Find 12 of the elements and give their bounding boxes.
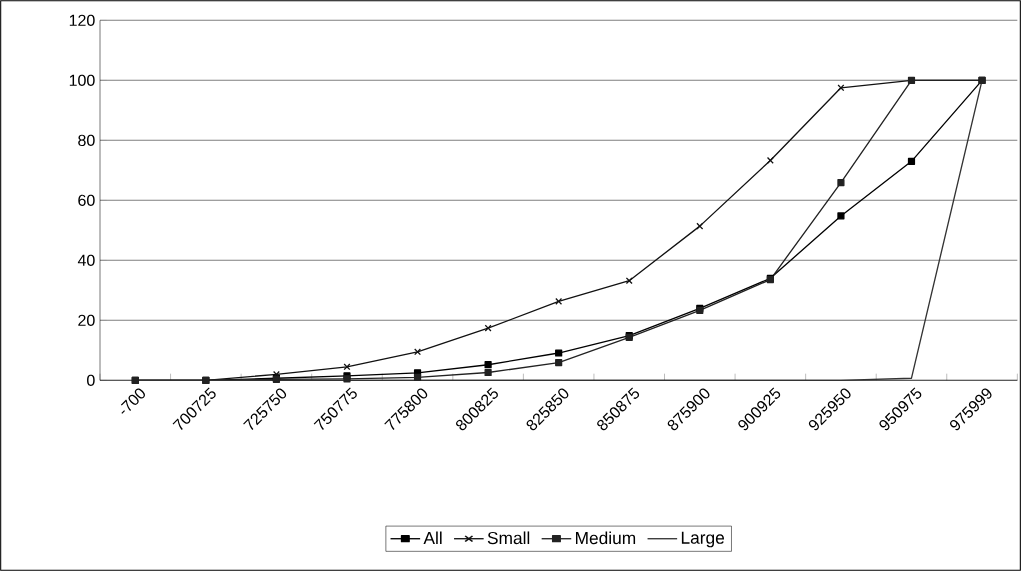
legend-label: All <box>423 531 442 544</box>
legend-label: Small <box>487 531 530 545</box>
y-tick-label: 100 <box>69 74 95 86</box>
y-tick-label: 0 <box>87 374 95 386</box>
y-tick-label: 20 <box>78 314 95 326</box>
legend-label: Large <box>681 531 725 548</box>
x-tick-label: -700 <box>120 388 145 414</box>
y-tick-label: 40 <box>77 254 95 266</box>
y-tick-label: 80 <box>78 134 95 146</box>
y-tick-label: 60 <box>78 194 95 206</box>
legend-label: Medium <box>575 531 636 545</box>
y-tick-label: 120 <box>69 14 95 26</box>
